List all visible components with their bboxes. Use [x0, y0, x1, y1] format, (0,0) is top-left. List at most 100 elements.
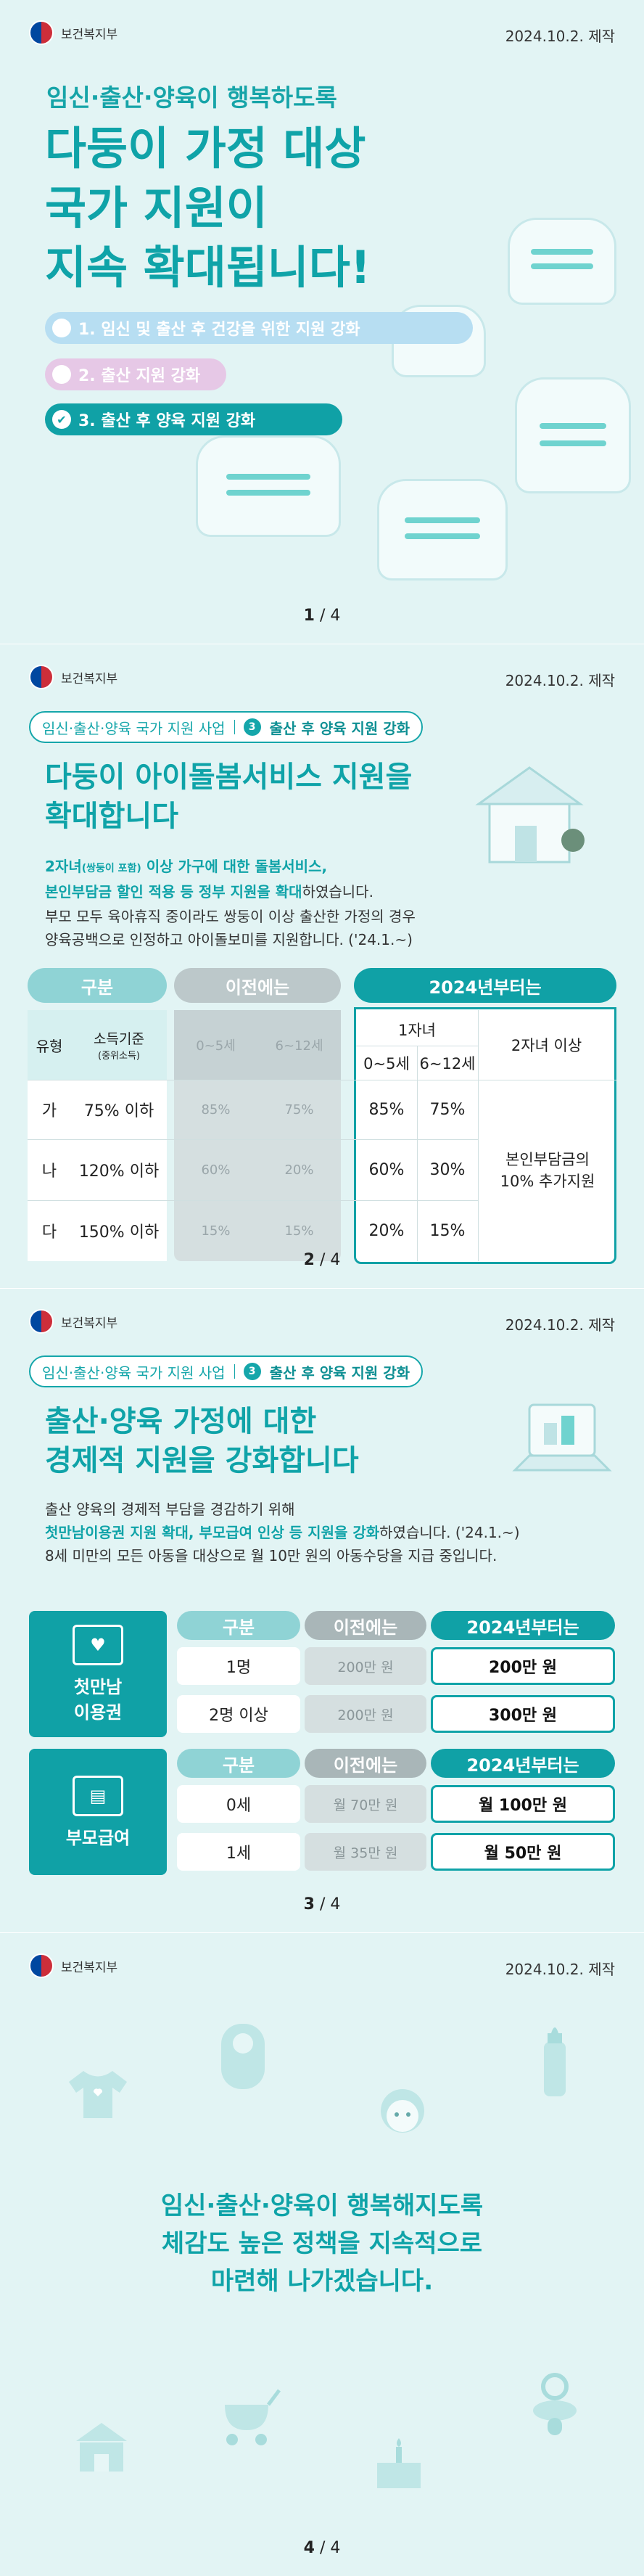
- description-line: 부모 모두 육아휴직 중이라도 쌍둥이 이상 출산한 가정의 경우: [45, 908, 416, 925]
- row-after-6-12: 15%: [429, 1221, 466, 1240]
- breadcrumb-section: 출산 후 양육 지원 강화: [269, 719, 410, 737]
- header-before: 이전에는: [174, 968, 341, 1003]
- topic-label: 3. 출산 후 양육 지원 강화: [78, 412, 256, 430]
- row-before-6-12: 15%: [284, 1223, 314, 1239]
- topic-item-2: 2. 출산 지원 강화: [45, 358, 226, 390]
- page-indicator: 1 / 4: [0, 607, 644, 625]
- text: 하였습니다. ('24.1.~): [379, 1524, 520, 1541]
- row-before: 200만 원: [305, 1695, 426, 1733]
- voucher-label: 첫만남 이용권: [74, 1673, 122, 1723]
- breadcrumb-section: 출산 후 양육 지원 강화: [269, 1363, 410, 1382]
- header-after: 2024년부터는: [431, 1749, 615, 1778]
- row-income: 120% 이하: [78, 1162, 160, 1181]
- title-line: 경제적 지원을 강화합니다: [45, 1444, 359, 1477]
- col-type: 유형: [36, 1037, 63, 1055]
- card-page-3: 보건복지부 2024.10.2. 제작 임신·출산·양육 국가 지원 사업 3 …: [0, 1289, 644, 1932]
- government-emblem-icon: [29, 665, 54, 689]
- header-after: 2024년부터는: [354, 968, 616, 1003]
- row-before-6-12: 20%: [284, 1162, 314, 1178]
- row-category: 0세: [177, 1785, 300, 1823]
- label-line: 이용권: [73, 1702, 123, 1723]
- col-age-0-5: 0~5세: [196, 1038, 236, 1054]
- birthday-cake-icon: [377, 2438, 421, 2488]
- row-after-6-12: 75%: [429, 1100, 466, 1119]
- row-after: 월 100만 원: [431, 1785, 615, 1823]
- after-column: [354, 1007, 616, 1264]
- description-line: 첫만남이용권 지원 확대, 부모급여 인상 등 지원을 강화하였습니다. ('2…: [45, 1521, 520, 1544]
- check-icon: ✔: [52, 410, 71, 429]
- header-before: 이전에는: [305, 1611, 426, 1640]
- stroller-icon: [225, 2389, 281, 2445]
- breadcrumb-program: 임신·출산·양육 국가 지원 사업: [42, 1363, 226, 1382]
- row-before-6-12: 75%: [284, 1102, 314, 1117]
- col-age-0-5: 0~5세: [363, 1055, 410, 1072]
- divider: [28, 1200, 478, 1201]
- government-emblem-icon: [29, 1953, 54, 1978]
- header-ministry: 보건복지부: [29, 1309, 117, 1334]
- divider: [234, 1364, 235, 1379]
- baby-bottle-icon: [544, 2027, 566, 2096]
- production-date: 2024.10.2. 제작: [505, 1961, 615, 1978]
- page-total: / 4: [319, 1895, 341, 1913]
- divider: [478, 1080, 479, 1261]
- card-page-1: 보건복지부 2024.10.2. 제작 임신·출산·양육이 행복하도록 다둥이 …: [0, 0, 644, 644]
- section-breadcrumb: 임신·출산·양육 국가 지원 사업 3 출산 후 양육 지원 강화: [29, 1355, 424, 1387]
- row-after-0-5: 85%: [368, 1100, 405, 1119]
- row-before: 월 35만 원: [305, 1833, 426, 1871]
- baby-shoe-icon: [508, 218, 616, 305]
- header-ministry: 보건복지부: [29, 20, 117, 45]
- row-category: 1세: [177, 1833, 300, 1871]
- page-total: / 4: [319, 1251, 341, 1269]
- header-after: 2024년부터는: [431, 1611, 615, 1640]
- highlight-text: 이상 가구에 대한 돌봄서비스,: [141, 858, 328, 875]
- card-subtitle: 임신·출산·양육이 행복하도록: [46, 83, 337, 112]
- production-date: 2024.10.2. 제작: [505, 672, 615, 689]
- closing-line: 마련해 나가겠습니다.: [210, 2267, 434, 2296]
- highlight-text: 2자녀: [45, 858, 82, 875]
- card-page-2: 보건복지부 2024.10.2. 제작 임신·출산·양육 국가 지원 사업 3 …: [0, 644, 644, 1288]
- row-before-0-5: 85%: [201, 1102, 231, 1117]
- row-income: 150% 이하: [78, 1223, 160, 1242]
- baby-onesie-icon: [69, 2071, 127, 2118]
- parent-benefit-label: 부모급여: [65, 1827, 131, 1848]
- description-line: 출산 양육의 경제적 부담을 경감하기 위해: [45, 1501, 295, 1518]
- page-current: 4: [303, 2539, 315, 2557]
- pacifier-icon: [533, 2373, 577, 2435]
- col-income-label: 소득기준: [94, 1031, 144, 1047]
- description: 2자녀(쌍둥이 포함) 이상 가구에 대한 돌봄서비스, 본인부담금 할인 적용…: [45, 855, 416, 951]
- production-date: 2024.10.2. 제작: [505, 28, 615, 45]
- row-after: 200만 원: [431, 1647, 615, 1685]
- divider: [417, 1046, 418, 1261]
- page-current: 1: [303, 607, 315, 625]
- page-indicator: 3 / 4: [0, 1895, 644, 1913]
- card-title: 출산·양육 가정에 대한 경제적 지원을 강화합니다: [45, 1402, 359, 1480]
- divider: [234, 720, 235, 734]
- title-line: 지속 확대됩니다!: [45, 241, 371, 294]
- page-indicator: 2 / 4: [0, 1251, 644, 1269]
- header-ministry: 보건복지부: [29, 665, 117, 689]
- row-after-0-5: 60%: [368, 1160, 405, 1179]
- row-income: 75% 이하: [83, 1102, 154, 1120]
- closing-line: 임신·출산·양육이 행복해지도록: [160, 2191, 484, 2220]
- highlight-note: (쌍둥이 포함): [81, 863, 141, 874]
- parent-benefit-category-box: ▤ 부모급여: [29, 1749, 167, 1875]
- card-page-4: 보건복지부 2024.10.2. 제작 임신·출산·양육: [0, 1933, 644, 2576]
- header-ministry: 보건복지부: [29, 1953, 117, 1978]
- title-line: 국가 지원이: [45, 181, 268, 234]
- row-after: 월 50만 원: [431, 1833, 615, 1871]
- baby-sleeping-bag-icon: [221, 2024, 265, 2089]
- card-title: 다둥이 가정 대상 국가 지원이 지속 확대됩니다!: [45, 119, 480, 298]
- title-line: 확대합니다: [45, 800, 178, 833]
- row-type: 가: [41, 1102, 57, 1120]
- row-before-0-5: 60%: [201, 1162, 231, 1178]
- description-line: 2자녀(쌍둥이 포함) 이상 가구에 대한 돌봄서비스,: [45, 855, 416, 880]
- ministry-name: 보건복지부: [61, 1960, 118, 1975]
- two-plus-header: 2자녀 이상: [478, 1010, 614, 1080]
- breadcrumb-program: 임신·출산·양육 국가 지원 사업: [42, 719, 226, 737]
- closing-line: 체감도 높은 정책을 지속적으로: [161, 2229, 483, 2258]
- benefit-receipt-icon: ▤: [73, 1775, 123, 1816]
- col-age-6-12: 6~12세: [419, 1055, 476, 1072]
- header-category: 구분: [177, 1749, 300, 1778]
- before-subheader: [174, 1010, 341, 1080]
- topic-label: 1. 임신 및 출산 후 건강을 위한 지원 강화: [78, 321, 360, 339]
